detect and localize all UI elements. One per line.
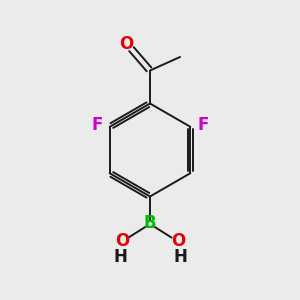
Text: O: O: [115, 232, 129, 250]
Text: F: F: [92, 116, 103, 134]
Text: H: H: [113, 248, 127, 266]
Text: B: B: [144, 214, 156, 232]
Text: O: O: [171, 232, 185, 250]
Text: H: H: [173, 248, 187, 266]
Text: O: O: [119, 35, 133, 53]
Text: F: F: [197, 116, 208, 134]
